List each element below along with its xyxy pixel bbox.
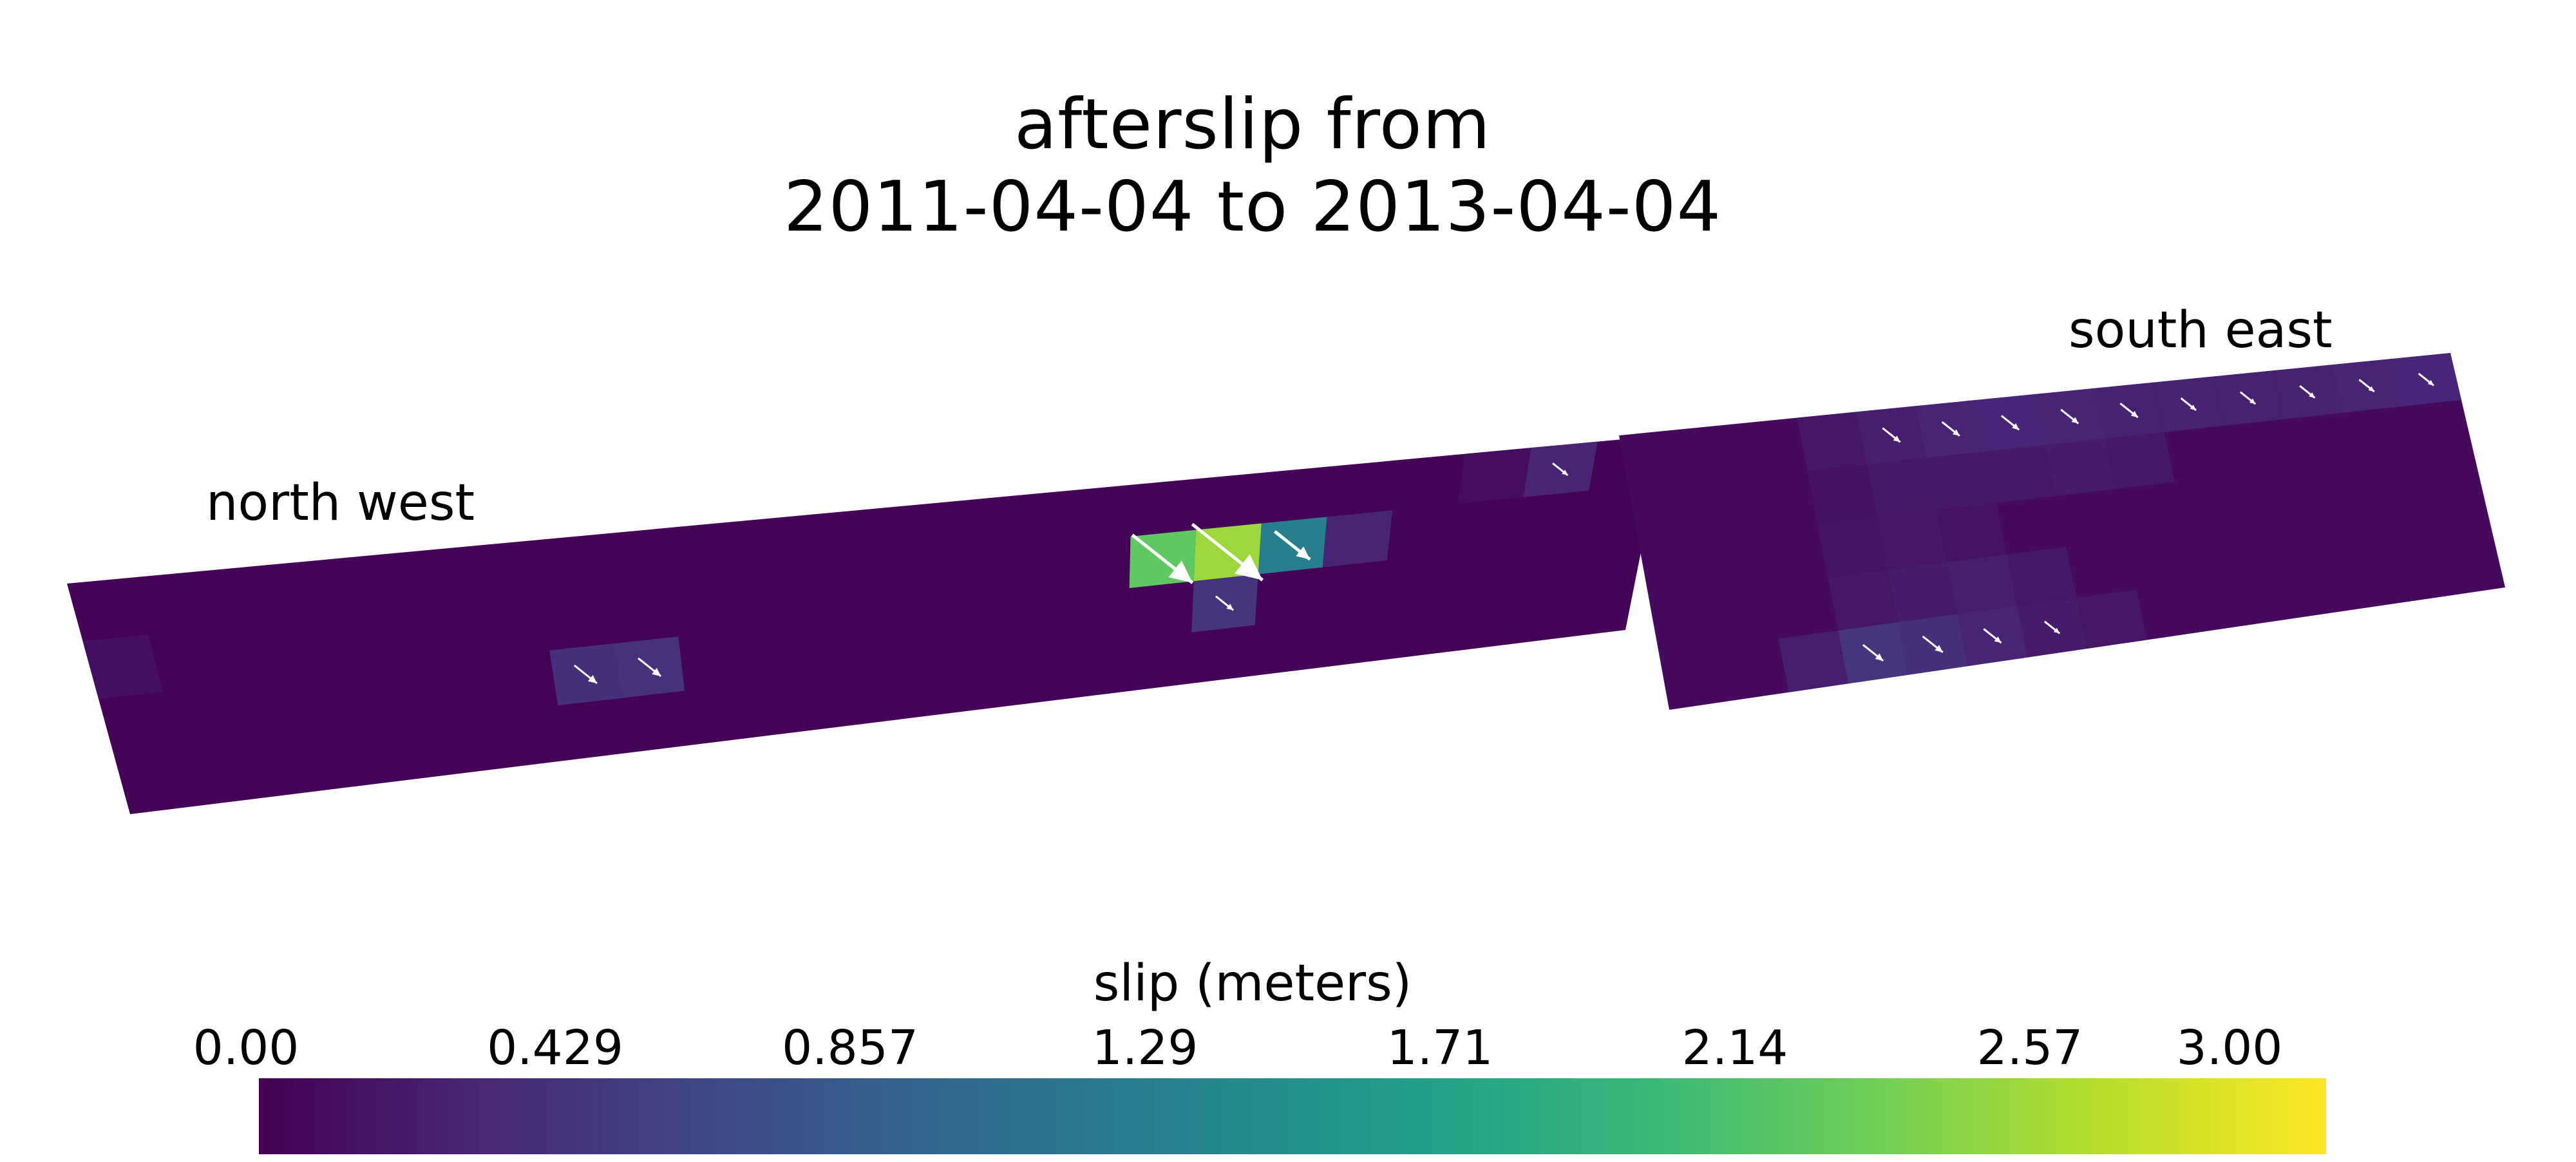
slip-patch [1807, 464, 1877, 524]
colorbar-tick-label: 3.00 [2176, 1020, 2283, 1076]
segment-label-south-east: south east [2069, 301, 2333, 359]
slip-vector-arrowhead [2309, 392, 2315, 398]
slip-vector-arrowhead [1893, 435, 1900, 443]
colorbar [259, 1078, 2326, 1154]
colorbar-tick-label: 1.71 [1387, 1020, 1493, 1076]
slip-vector-arrowhead [2368, 386, 2374, 392]
fault-segment-south-east [1619, 353, 2505, 710]
slip-patch [2006, 547, 2077, 606]
colorbar-tick-label: 0.857 [782, 1020, 918, 1076]
slip-patch [1947, 554, 2018, 614]
colorbar-tick-label: 0.00 [193, 1020, 299, 1076]
slip-vector-arrowhead [2071, 417, 2079, 424]
slip-patch [1828, 569, 1898, 631]
segment-label-north-west: north west [206, 474, 475, 532]
slip-patch [1937, 502, 2007, 562]
slip-patch [82, 634, 164, 699]
slip-patch [1877, 510, 1947, 570]
slip-vector-arrowhead [1296, 546, 1311, 560]
slip-vector-arrowhead [2427, 379, 2434, 386]
slip-vector-arrowhead [1562, 470, 1568, 475]
slip-patch [2105, 432, 2175, 490]
slip-patch [1457, 448, 1531, 504]
slip-patch [1797, 412, 1867, 471]
colorbar-title: slip (meters) [1093, 955, 1412, 1013]
slip-patch [1926, 452, 1996, 510]
slip-vector-arrowhead [587, 674, 597, 683]
slip-vector-arrowhead [2012, 423, 2020, 430]
slip-vector-arrowhead [2249, 398, 2256, 405]
slip-vector-arrowhead [1935, 645, 1943, 652]
colorbar-tick-label: 2.14 [1681, 1020, 1788, 1076]
colorbar-tick-label: 2.57 [1976, 1020, 2083, 1076]
slip-vector-arrowhead [652, 667, 661, 676]
slip-patch [1887, 562, 1958, 623]
slip-vector-arrowhead [2130, 410, 2138, 417]
slip-patch [2076, 589, 2147, 649]
slip-vector-arrowhead [1226, 604, 1234, 611]
colorbar-tick-label: 0.429 [487, 1020, 623, 1076]
slip-vector-arrowhead [1952, 429, 1960, 436]
slip-vector-arrowhead [2053, 627, 2060, 634]
slip-patch [1778, 630, 1849, 692]
slip-vector-arrowhead [2190, 405, 2197, 410]
chart-title-line-1: afterslip from [1014, 84, 1491, 165]
slip-vector-arrowhead [1875, 653, 1884, 661]
slip-vector-arrowhead [1168, 560, 1193, 583]
slip-patch [2045, 438, 2116, 496]
slip-vector-arrowhead [1234, 554, 1263, 580]
slip-patch [1322, 510, 1393, 567]
slip-patch [1866, 458, 1937, 517]
slip-patch [1817, 517, 1888, 578]
fault-segment-north-west [67, 435, 1664, 814]
chart-title-line-2: 2011-04-04 to 2013-04-04 [783, 167, 1722, 247]
slip-patch [1985, 445, 2056, 503]
slip-vector-arrowhead [1994, 636, 2002, 643]
colorbar-tick-label: 1.29 [1092, 1020, 1198, 1076]
